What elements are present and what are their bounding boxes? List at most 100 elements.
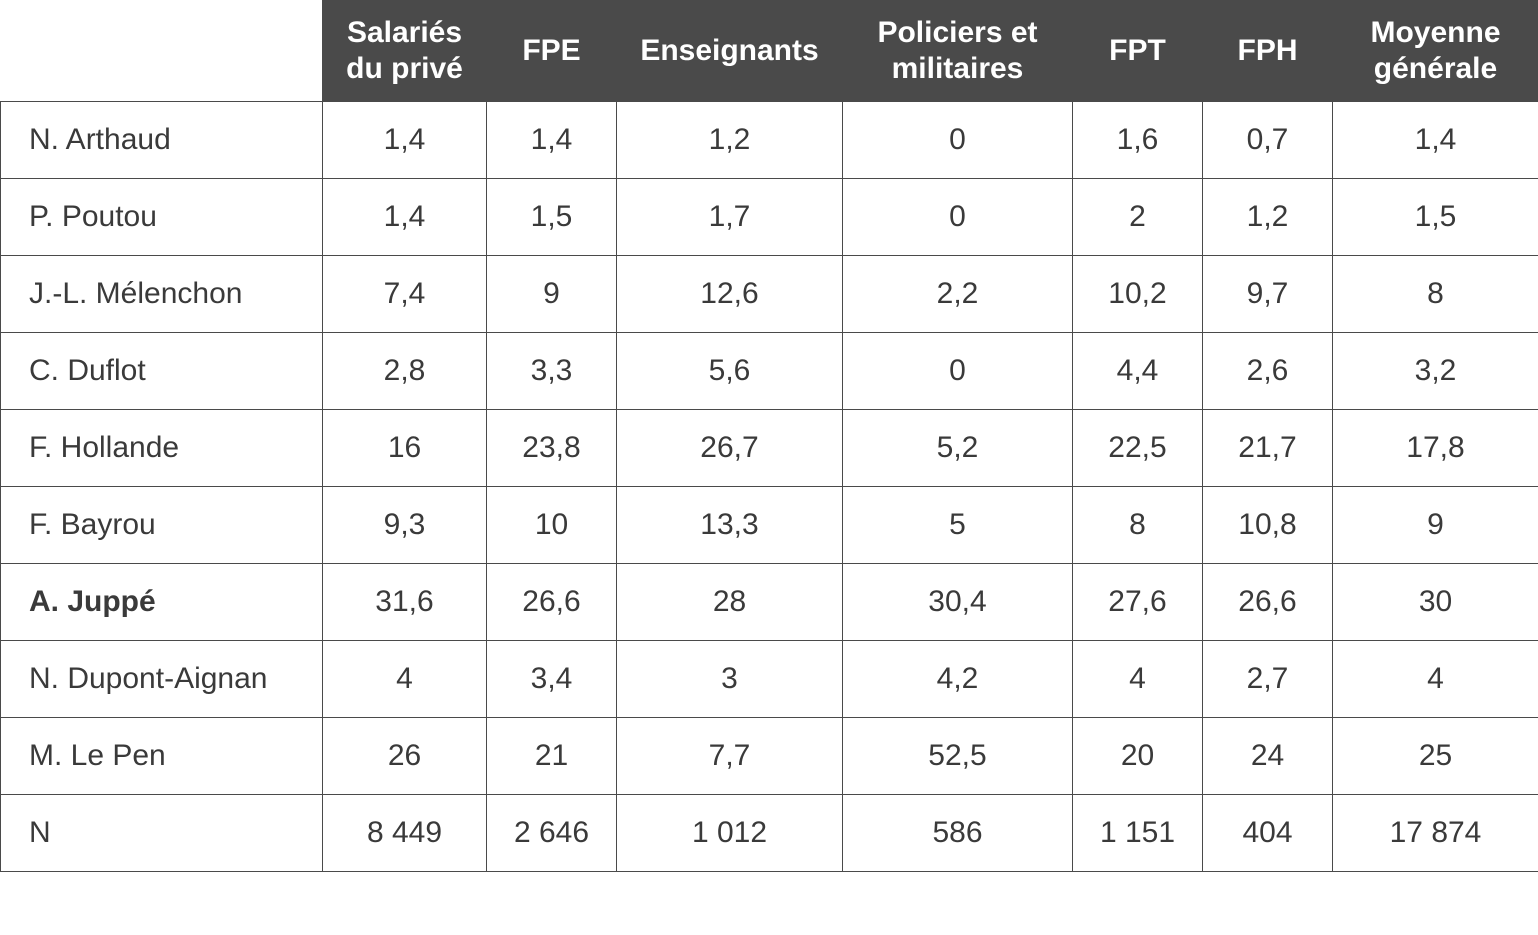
cell: 1,7 bbox=[617, 179, 843, 256]
cell: 3,3 bbox=[487, 333, 617, 410]
cell: 9 bbox=[1333, 487, 1538, 564]
cell: 27,6 bbox=[1073, 564, 1203, 641]
cell: 2 bbox=[1073, 179, 1203, 256]
cell: 4,2 bbox=[843, 641, 1073, 718]
cell: 1 012 bbox=[617, 795, 843, 872]
cell: 1,6 bbox=[1073, 102, 1203, 179]
row-label: N. Arthaud bbox=[1, 102, 323, 179]
cell: 25 bbox=[1333, 718, 1538, 795]
cell: 5,6 bbox=[617, 333, 843, 410]
column-header-policiers: Policiers et militaires bbox=[843, 1, 1073, 102]
cell: 7,7 bbox=[617, 718, 843, 795]
cell: 404 bbox=[1203, 795, 1333, 872]
table-row: C. Duflot2,83,35,604,42,63,2 bbox=[1, 333, 1538, 410]
cell: 2,8 bbox=[323, 333, 487, 410]
table-row: P. Poutou1,41,51,7021,21,5 bbox=[1, 179, 1538, 256]
cell: 1,2 bbox=[617, 102, 843, 179]
table-row: F. Bayrou9,31013,35810,89 bbox=[1, 487, 1538, 564]
table-row: M. Le Pen26217,752,5202425 bbox=[1, 718, 1538, 795]
row-label: F. Bayrou bbox=[1, 487, 323, 564]
cell: 13,3 bbox=[617, 487, 843, 564]
cell: 17 874 bbox=[1333, 795, 1538, 872]
cell: 21,7 bbox=[1203, 410, 1333, 487]
cell: 9,7 bbox=[1203, 256, 1333, 333]
table-row: N8 4492 6461 0125861 15140417 874 bbox=[1, 795, 1538, 872]
column-header-fpt: FPT bbox=[1073, 1, 1203, 102]
cell: 2 646 bbox=[487, 795, 617, 872]
cell: 8 bbox=[1073, 487, 1203, 564]
row-label: F. Hollande bbox=[1, 410, 323, 487]
cell: 10 bbox=[487, 487, 617, 564]
column-header-prive: Salariés du privé bbox=[323, 1, 487, 102]
cell: 586 bbox=[843, 795, 1073, 872]
cell: 26 bbox=[323, 718, 487, 795]
cell: 31,6 bbox=[323, 564, 487, 641]
column-header-enseignants: Enseignants bbox=[617, 1, 843, 102]
table-header-row: Salariés du privé FPE Enseignants Polici… bbox=[1, 1, 1538, 102]
table-row: N. Arthaud1,41,41,201,60,71,4 bbox=[1, 102, 1538, 179]
table-body: N. Arthaud1,41,41,201,60,71,4P. Poutou1,… bbox=[1, 102, 1538, 872]
table-row: J.-L. Mélenchon7,4912,62,210,29,78 bbox=[1, 256, 1538, 333]
row-label: P. Poutou bbox=[1, 179, 323, 256]
cell: 1,4 bbox=[323, 102, 487, 179]
cell: 28 bbox=[617, 564, 843, 641]
cell: 2,6 bbox=[1203, 333, 1333, 410]
cell: 1,4 bbox=[487, 102, 617, 179]
row-label: N bbox=[1, 795, 323, 872]
cell: 3 bbox=[617, 641, 843, 718]
cell: 52,5 bbox=[843, 718, 1073, 795]
cell: 4 bbox=[1073, 641, 1203, 718]
cell: 16 bbox=[323, 410, 487, 487]
column-header-fpe: FPE bbox=[487, 1, 617, 102]
cell: 1,2 bbox=[1203, 179, 1333, 256]
column-header-fph: FPH bbox=[1203, 1, 1333, 102]
cell: 20 bbox=[1073, 718, 1203, 795]
row-label: N. Dupont-Aignan bbox=[1, 641, 323, 718]
cell: 2,2 bbox=[843, 256, 1073, 333]
cell: 1,4 bbox=[1333, 102, 1538, 179]
cell: 9,3 bbox=[323, 487, 487, 564]
cell: 0 bbox=[843, 333, 1073, 410]
cell: 3,4 bbox=[487, 641, 617, 718]
data-table: Salariés du privé FPE Enseignants Polici… bbox=[0, 0, 1538, 872]
cell: 0,7 bbox=[1203, 102, 1333, 179]
cell: 2,7 bbox=[1203, 641, 1333, 718]
cell: 8 bbox=[1333, 256, 1538, 333]
cell: 0 bbox=[843, 179, 1073, 256]
cell: 10,2 bbox=[1073, 256, 1203, 333]
table-row: A. Juppé31,626,62830,427,626,630 bbox=[1, 564, 1538, 641]
cell: 30,4 bbox=[843, 564, 1073, 641]
row-label: C. Duflot bbox=[1, 333, 323, 410]
cell: 9 bbox=[487, 256, 617, 333]
cell: 4,4 bbox=[1073, 333, 1203, 410]
cell: 10,8 bbox=[1203, 487, 1333, 564]
table-row: F. Hollande1623,826,75,222,521,717,8 bbox=[1, 410, 1538, 487]
cell: 1,5 bbox=[1333, 179, 1538, 256]
cell: 1,4 bbox=[323, 179, 487, 256]
cell: 5,2 bbox=[843, 410, 1073, 487]
cell: 21 bbox=[487, 718, 617, 795]
row-label: A. Juppé bbox=[1, 564, 323, 641]
cell: 1 151 bbox=[1073, 795, 1203, 872]
cell: 7,4 bbox=[323, 256, 487, 333]
cell: 5 bbox=[843, 487, 1073, 564]
cell: 23,8 bbox=[487, 410, 617, 487]
cell: 26,6 bbox=[487, 564, 617, 641]
cell: 22,5 bbox=[1073, 410, 1203, 487]
row-label: J.-L. Mélenchon bbox=[1, 256, 323, 333]
cell: 17,8 bbox=[1333, 410, 1538, 487]
cell: 30 bbox=[1333, 564, 1538, 641]
cell: 26,6 bbox=[1203, 564, 1333, 641]
cell: 4 bbox=[1333, 641, 1538, 718]
column-header-moyenne: Moyenne générale bbox=[1333, 1, 1538, 102]
column-header-empty bbox=[1, 1, 323, 102]
cell: 0 bbox=[843, 102, 1073, 179]
cell: 8 449 bbox=[323, 795, 487, 872]
cell: 4 bbox=[323, 641, 487, 718]
cell: 3,2 bbox=[1333, 333, 1538, 410]
cell: 24 bbox=[1203, 718, 1333, 795]
cell: 12,6 bbox=[617, 256, 843, 333]
table-row: N. Dupont-Aignan43,434,242,74 bbox=[1, 641, 1538, 718]
cell: 1,5 bbox=[487, 179, 617, 256]
cell: 26,7 bbox=[617, 410, 843, 487]
